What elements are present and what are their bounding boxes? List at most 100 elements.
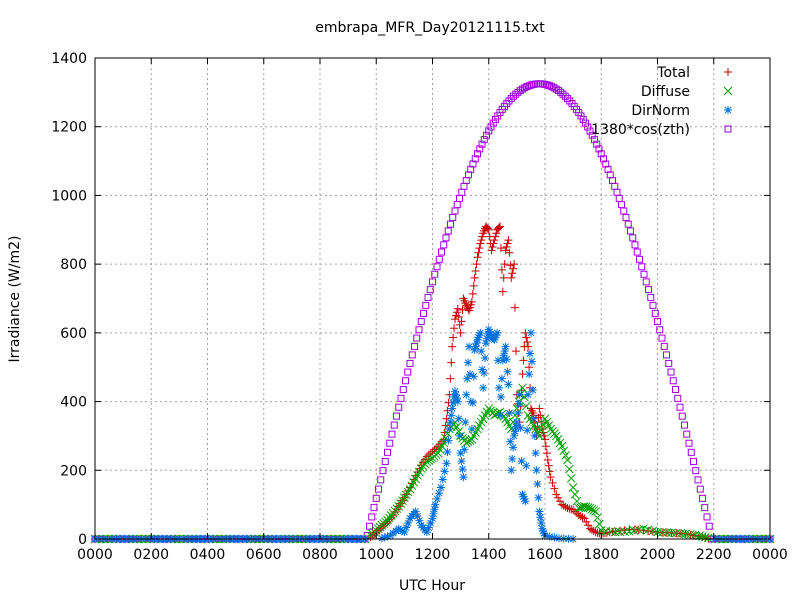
- data-point: [541, 442, 550, 451]
- model-point: [555, 87, 562, 95]
- model-point: [674, 394, 682, 402]
- data-point: [582, 517, 591, 526]
- data-point: [531, 449, 540, 458]
- model-point: [564, 95, 571, 103]
- y-tick-label: 200: [60, 463, 87, 479]
- model-point: [597, 150, 605, 158]
- model-point: [483, 131, 490, 139]
- data-point: [440, 467, 449, 476]
- data-point: [563, 455, 572, 465]
- data-point: [530, 431, 539, 440]
- data-point: [578, 513, 587, 522]
- data-point: [480, 368, 489, 377]
- data-point: [464, 304, 473, 313]
- model-point: [678, 412, 686, 420]
- data-point: [476, 328, 485, 337]
- data-point: [507, 466, 516, 475]
- data-point: [496, 222, 504, 231]
- data-point: [383, 532, 392, 541]
- data-point: [569, 505, 578, 514]
- x-tick-label: 0200: [133, 547, 169, 563]
- data-point: [508, 269, 517, 278]
- data-point: [459, 473, 468, 482]
- data-point: [469, 281, 478, 290]
- data-point: [532, 466, 541, 475]
- data-point: [503, 367, 512, 376]
- model-point: [492, 115, 499, 123]
- model-point: [624, 220, 632, 228]
- data-point: [430, 505, 439, 514]
- data-point: [429, 509, 438, 518]
- data-point: [528, 386, 537, 395]
- data-point: [454, 312, 463, 321]
- data-point: [465, 436, 475, 445]
- model-point: [528, 81, 535, 89]
- model-point: [672, 386, 679, 394]
- data-point: [543, 455, 552, 464]
- model-point: [699, 494, 706, 502]
- model-point: [588, 131, 596, 139]
- data-point: [484, 225, 493, 234]
- y-tick-label: 0: [78, 532, 87, 548]
- data-point: [567, 505, 576, 514]
- model-point: [510, 92, 517, 100]
- model-point: [375, 485, 382, 493]
- data-point: [455, 431, 464, 440]
- data-point: [584, 521, 593, 530]
- data-point: [695, 531, 705, 540]
- data-point: [580, 514, 589, 523]
- model-point: [620, 207, 628, 215]
- model-point: [420, 309, 427, 317]
- data-point: [478, 232, 487, 241]
- model-point: [415, 326, 423, 334]
- data-point: [498, 287, 507, 296]
- model-point: [411, 342, 418, 350]
- model-point: [368, 513, 376, 521]
- model-point: [593, 140, 601, 148]
- data-point: [491, 232, 500, 241]
- data-point: [472, 260, 481, 269]
- data-point: [492, 331, 501, 340]
- model-point: [640, 270, 648, 278]
- data-point: [556, 497, 564, 506]
- data-point: [465, 342, 474, 351]
- data-point: [568, 483, 578, 492]
- data-point: [487, 246, 496, 255]
- model-point: [429, 278, 436, 286]
- data-point: [489, 239, 498, 248]
- data-point: [459, 294, 468, 303]
- model-point: [442, 234, 450, 242]
- data-point: [570, 489, 580, 499]
- data-point: [534, 493, 543, 502]
- data-point: [402, 523, 411, 532]
- data-point: [467, 297, 476, 306]
- data-point: [523, 426, 532, 435]
- model-point: [399, 386, 407, 394]
- model-point: [649, 301, 657, 309]
- data-point: [471, 267, 480, 276]
- model-point: [685, 439, 693, 447]
- model-point: [424, 293, 432, 301]
- data-point: [453, 397, 462, 406]
- legend: Total Diffuse DirNorm 1380*cos(zth): [591, 65, 733, 138]
- model-point: [453, 201, 461, 209]
- data-point: [595, 519, 604, 529]
- data-point: [422, 528, 431, 537]
- data-point: [452, 308, 461, 317]
- model-point: [440, 241, 448, 249]
- data-point: [505, 248, 514, 257]
- data-point: [536, 411, 545, 420]
- y-tick-label: 800: [60, 257, 87, 273]
- data-point: [495, 223, 504, 232]
- data-point: [497, 265, 506, 274]
- model-point: [633, 248, 641, 256]
- y-axis-label: Irradiance (W/m2): [7, 236, 23, 363]
- data-point: [449, 333, 458, 342]
- model-point: [408, 351, 416, 359]
- model-point: [370, 504, 378, 512]
- x-tick-label: 0800: [302, 547, 338, 563]
- data-point: [446, 374, 455, 383]
- data-point: [593, 528, 602, 537]
- data-point: [466, 370, 474, 379]
- data-point: [498, 356, 507, 365]
